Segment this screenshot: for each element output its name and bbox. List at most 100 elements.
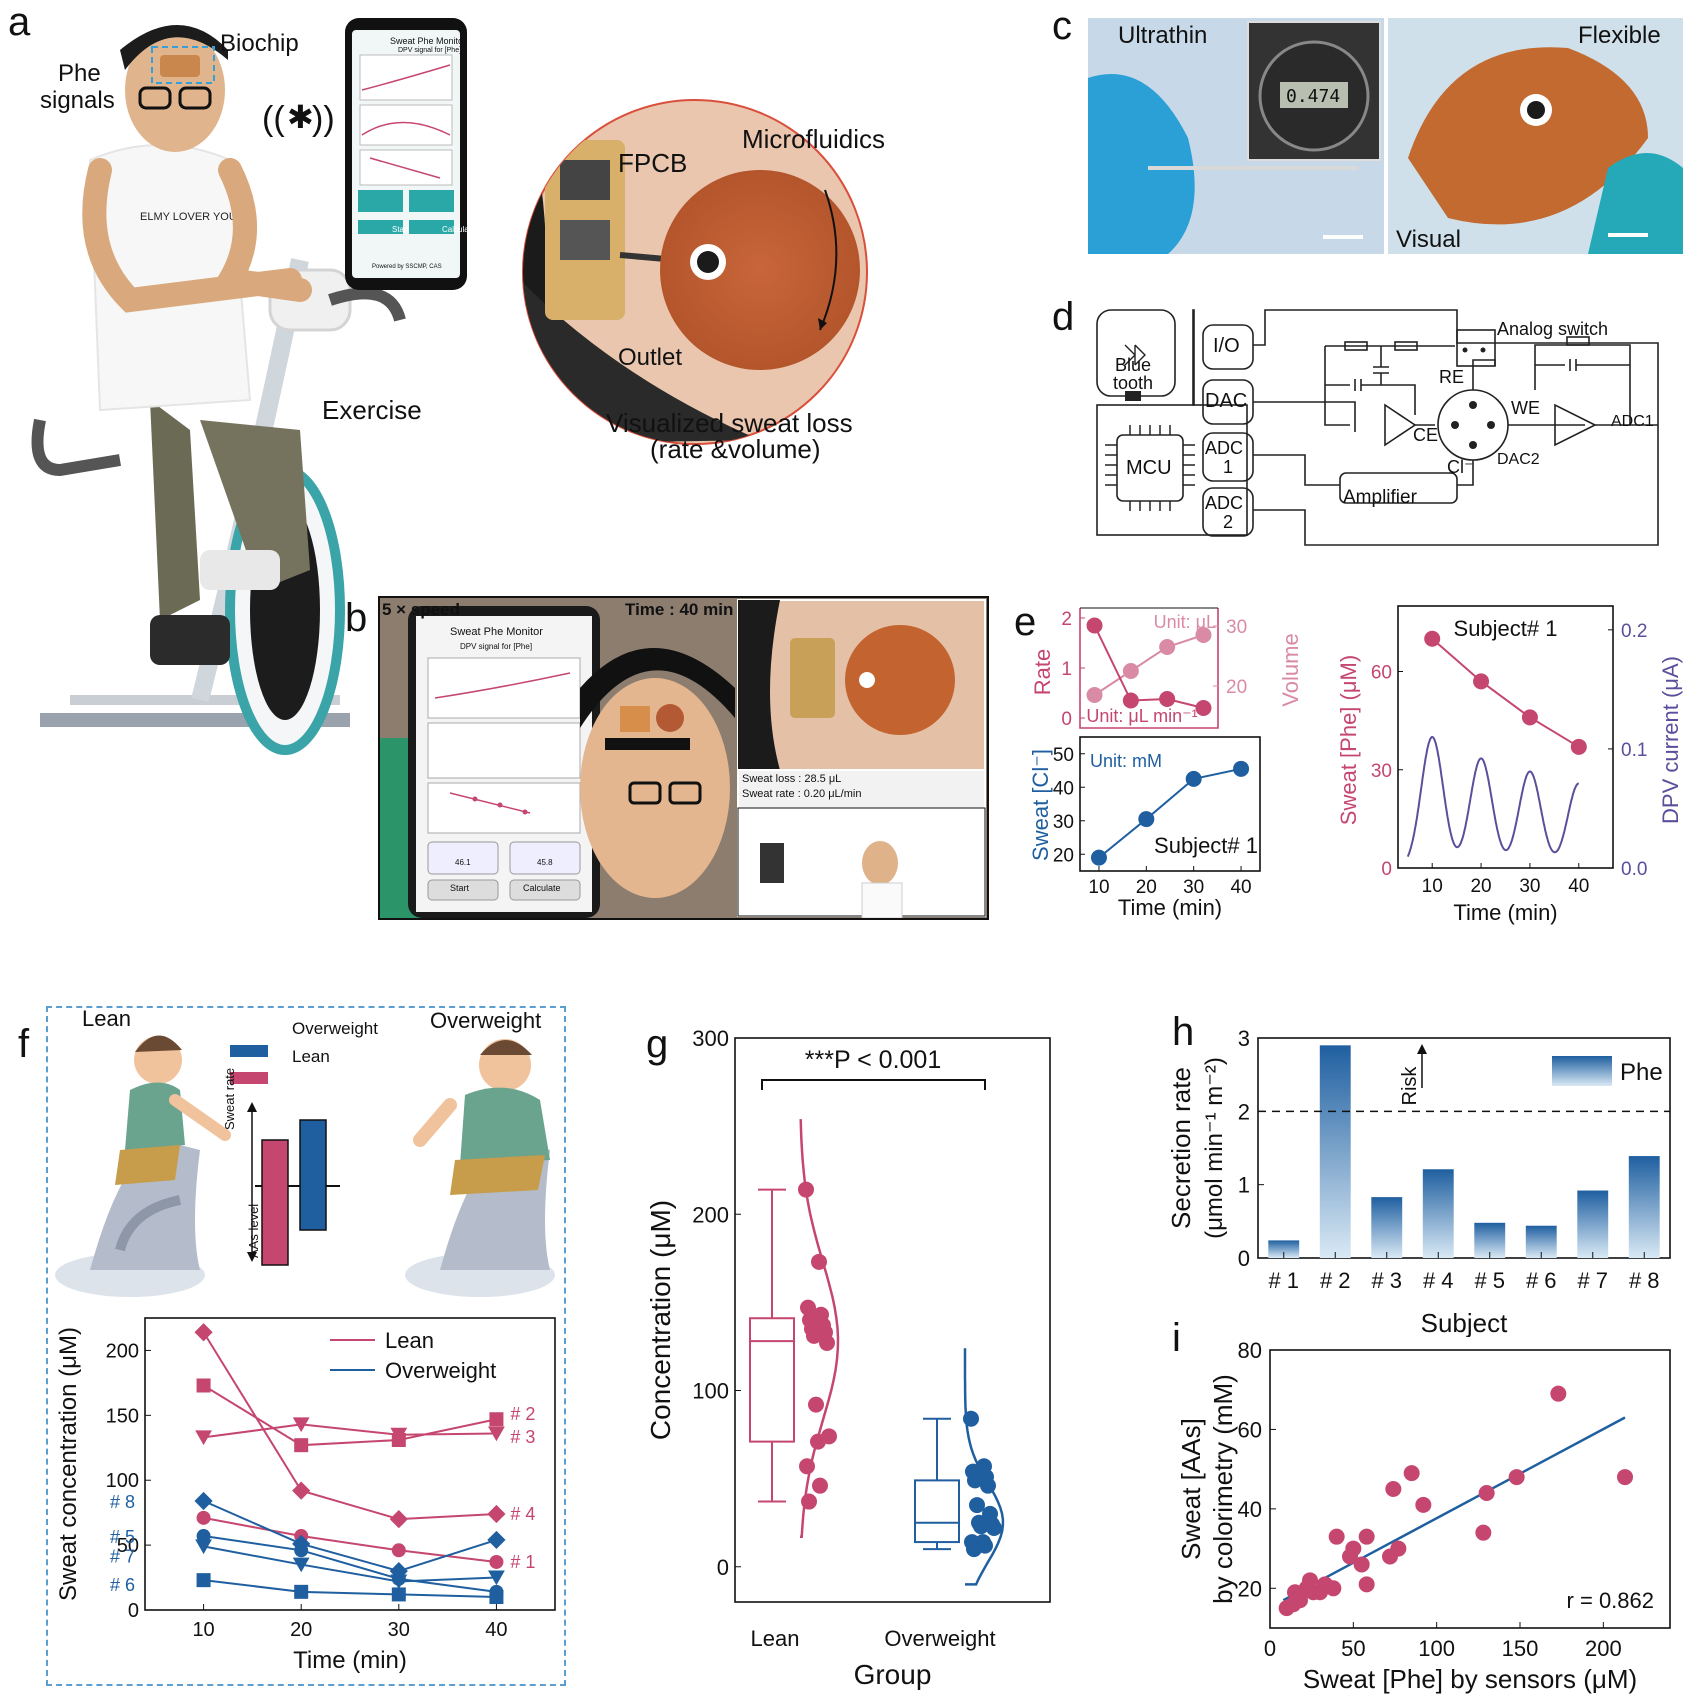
xtick-label: 40 (1568, 876, 1589, 897)
scatter-point (1508, 1469, 1525, 1486)
side-label-right: # 4 (510, 1504, 535, 1524)
series-point (194, 1491, 213, 1511)
ytick-label: 100 (106, 1470, 139, 1492)
xtick-label: 20 (1136, 877, 1157, 898)
video-frame (380, 598, 987, 918)
svg-text:)): )) (312, 100, 335, 138)
ytick-label: 40 (1238, 1497, 1262, 1522)
cyclist-illustration: ELMY LOVER YOU (( ✱ )) (31, 18, 868, 755)
b-start-button[interactable]: Start (450, 883, 470, 893)
phe-axis-label: Sweat [Phe] (μM) (1336, 655, 1361, 825)
sweat-rate-readout: Sweat rate : 0.20 μL/min (742, 788, 862, 800)
panel-d: Blue tooth MCU I/O DAC ADC 1 ADC 2 Analo… (1095, 305, 1675, 550)
xtick-label: 150 (1502, 1636, 1539, 1661)
visualized-label-2: (rate &volume) (650, 434, 821, 464)
cl-subject-label: Subject# 1 (1154, 833, 1258, 858)
b-phone-title: Sweat Phe Monitor (450, 626, 543, 638)
axis-frame (1397, 605, 1614, 869)
phone-start[interactable]: Start (392, 225, 409, 234)
ytick-right-label: 20 (1226, 677, 1247, 698)
h-ylabel-1: Secretion rate (1166, 1067, 1196, 1229)
re-label: RE (1439, 367, 1465, 387)
data-point (980, 1477, 996, 1494)
xtick-label: 10 (1088, 877, 1109, 898)
volume-point (1195, 627, 1212, 643)
analog-switch-label: Analog switch (1497, 319, 1609, 339)
phone-calculate[interactable]: Calculate (442, 225, 476, 234)
panel-label-f: f (18, 1022, 30, 1066)
data-point (801, 1493, 817, 1510)
data-point (810, 1433, 826, 1450)
chart-g-box: 0 100 200 300 Lean Overweight ***P < 0.001 Conc… (645, 1026, 1051, 1690)
rate-axis-label: Rate (1030, 649, 1055, 695)
ytick-label: 0 (128, 1600, 139, 1622)
bluetooth-label-1: Blue (1115, 355, 1152, 375)
volume-line (1093, 634, 1204, 696)
xtick-label: 50 (1341, 1636, 1365, 1661)
box-body (749, 1317, 795, 1443)
series-point (294, 1438, 309, 1453)
svg-text:((: (( (262, 100, 285, 138)
ultrathin-label: Ultrathin (1118, 22, 1208, 49)
side-label-right: # 2 (510, 1404, 535, 1424)
b-calculate-button[interactable]: Calculate (523, 883, 561, 893)
series-point (194, 1323, 213, 1342)
scatter-point (1385, 1481, 1402, 1497)
ytick-label: 2 (1238, 1099, 1250, 1124)
cl-point (1090, 849, 1107, 866)
data-point (819, 1334, 835, 1351)
phe-xlabel: Time (min) (1453, 900, 1557, 925)
phe-subject-label: Subject# 1 (1454, 616, 1558, 641)
legend-swatch (1552, 1056, 1612, 1086)
rate-point (1195, 700, 1212, 716)
data-point (806, 1327, 822, 1344)
phe-signals-label-1: Phe (58, 60, 101, 87)
mcu-label: MCU (1126, 457, 1172, 479)
rate-unit-label: Unit: μL min⁻¹ (1086, 706, 1197, 726)
chart-e-phe: 0 30 60 0.0 0.1 0.2 10 20 30 40 Sweat [Phe] (μM) DP… (1336, 605, 1683, 925)
axis-frame (1269, 1349, 1671, 1629)
ytick-left-label: 0 (1061, 709, 1072, 730)
svg-text:ELMY LOVER YOU: ELMY LOVER YOU (140, 211, 237, 223)
panel-label-a: a (8, 0, 31, 44)
series-point (195, 1539, 212, 1555)
scatter-point (1403, 1465, 1420, 1482)
rate-point (1122, 692, 1139, 709)
adc2-label-2: 2 (1223, 512, 1234, 532)
dpv-axis-label: DPV current (μA) (1658, 656, 1683, 824)
scatter-point (1617, 1469, 1633, 1486)
ytick-label: 60 (1238, 1417, 1262, 1442)
series-point (294, 1584, 309, 1599)
side-label-left: # 5 (110, 1527, 135, 1547)
series-line (203, 1384, 497, 1447)
xtick-label: # 1 (1268, 1268, 1299, 1293)
ytick-label: 50 (1053, 745, 1074, 766)
fit-line (1282, 1416, 1626, 1602)
legend-label-overweight: Overweight (385, 1358, 496, 1383)
ytick-right-label: 0.2 (1621, 621, 1647, 642)
flexible-label: Flexible (1578, 22, 1661, 49)
chart-e-rate-volume: 0 1 2 20 30 Rate Volume Unit: μL min⁻¹ Unit: μL (1030, 607, 1303, 730)
scatter-point (1345, 1540, 1362, 1557)
data-point (963, 1410, 979, 1427)
volume-point (1159, 639, 1176, 655)
xtick-label: 200 (1585, 1636, 1622, 1661)
series-point (196, 1510, 211, 1525)
g-ylabel: Concentration (μM) (645, 1200, 676, 1440)
f-inset-ylabel-top: Sweat rate (222, 1067, 237, 1130)
series-point (391, 1543, 406, 1558)
data-point (986, 1519, 1002, 1536)
phe-point (1521, 709, 1538, 726)
panel-label-c: c (1052, 4, 1072, 48)
series-point (389, 1510, 408, 1529)
cl-axis-label: Sweat [Cl⁻] (1030, 749, 1053, 861)
phone-footer: Powered by SSCMP, CAS (372, 264, 442, 270)
xtick-label: # 4 (1423, 1268, 1454, 1293)
xtick-label: # 7 (1577, 1268, 1608, 1293)
scatter-point (1358, 1576, 1375, 1593)
series-point (292, 1417, 310, 1433)
ytick-left-label: 30 (1371, 761, 1392, 782)
xtick-label: 20 (290, 1619, 312, 1641)
ytick-label: 30 (1053, 812, 1074, 833)
panel-label-d: d (1052, 295, 1075, 339)
